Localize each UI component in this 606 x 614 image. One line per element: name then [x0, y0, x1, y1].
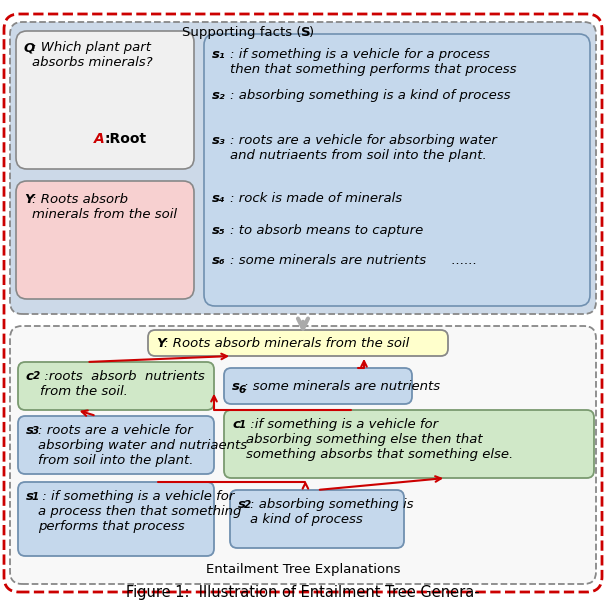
Text: s: s [232, 379, 240, 392]
FancyBboxPatch shape [18, 416, 214, 474]
Text: : if something is a vehicle for a process
then that something performs that proc: : if something is a vehicle for a proces… [230, 48, 516, 76]
Text: 6: 6 [238, 385, 245, 395]
Text: : roots are a vehicle for absorbing water
and nutriaents from soil into the plan: : roots are a vehicle for absorbing wate… [230, 134, 497, 162]
Text: s: s [26, 490, 34, 503]
FancyBboxPatch shape [16, 181, 194, 299]
Text: 1: 1 [32, 492, 39, 502]
Text: : Which plant part
absorbs minerals?: : Which plant part absorbs minerals? [32, 41, 153, 69]
Text: s₃: s₃ [212, 134, 225, 147]
FancyBboxPatch shape [224, 410, 594, 478]
Text: Supporting facts (: Supporting facts ( [182, 26, 301, 39]
Text: : absorbing something is
a kind of process: : absorbing something is a kind of proce… [250, 498, 413, 526]
FancyBboxPatch shape [204, 34, 590, 306]
Text: : some minerals are nutrients      ......: : some minerals are nutrients ...... [230, 254, 477, 267]
FancyBboxPatch shape [18, 362, 214, 410]
Text: s₁: s₁ [212, 48, 225, 61]
Text: s: s [238, 498, 246, 511]
Text: :if something is a vehicle for
absorbing something else then that
something abso: :if something is a vehicle for absorbing… [246, 418, 513, 461]
Text: Q: Q [24, 41, 35, 54]
FancyBboxPatch shape [148, 330, 448, 356]
Text: s₆: s₆ [212, 254, 225, 267]
FancyBboxPatch shape [230, 490, 404, 548]
Text: :Root: :Root [105, 132, 147, 146]
Text: : absorbing something is a kind of process: : absorbing something is a kind of proce… [230, 89, 510, 102]
Text: :roots  absorb  nutrients
from the soil.: :roots absorb nutrients from the soil. [40, 370, 205, 398]
FancyBboxPatch shape [16, 31, 194, 169]
FancyBboxPatch shape [224, 368, 412, 404]
Text: : roots are a vehicle for
absorbing water and nutriaents
from soil into the plan: : roots are a vehicle for absorbing wate… [38, 424, 247, 467]
Text: : Roots absorb minerals from the soil: : Roots absorb minerals from the soil [164, 336, 409, 349]
Text: 1: 1 [239, 420, 246, 430]
Text: Y: Y [24, 193, 33, 206]
Text: Figure 1:  Illustration of Entailment Tree Genera-: Figure 1: Illustration of Entailment Tre… [126, 585, 480, 600]
Text: Entailment Tree Explanations: Entailment Tree Explanations [206, 563, 400, 576]
Text: s: s [26, 424, 34, 437]
Text: c: c [26, 370, 34, 383]
Text: Y: Y [156, 336, 165, 349]
Text: 3: 3 [32, 426, 39, 436]
Text: : some minerals are nutrients: : some minerals are nutrients [244, 379, 440, 392]
Text: s₄: s₄ [212, 192, 225, 205]
Text: : to absorb means to capture: : to absorb means to capture [230, 224, 423, 237]
Text: 2: 2 [33, 371, 40, 381]
Text: A: A [95, 132, 105, 146]
Text: c: c [232, 418, 240, 431]
FancyBboxPatch shape [18, 482, 214, 556]
Text: 2: 2 [244, 500, 251, 510]
Text: s₅: s₅ [212, 224, 225, 237]
Text: S: S [301, 26, 311, 39]
Text: ): ) [309, 26, 314, 39]
Text: : if something is a vehicle for
a process then that something
performs that proc: : if something is a vehicle for a proces… [38, 490, 241, 533]
FancyBboxPatch shape [10, 326, 596, 584]
FancyBboxPatch shape [10, 22, 596, 314]
Text: : rock is made of minerals: : rock is made of minerals [230, 192, 402, 205]
Text: : Roots absorb
minerals from the soil: : Roots absorb minerals from the soil [32, 193, 177, 221]
Text: s₂: s₂ [212, 89, 225, 102]
